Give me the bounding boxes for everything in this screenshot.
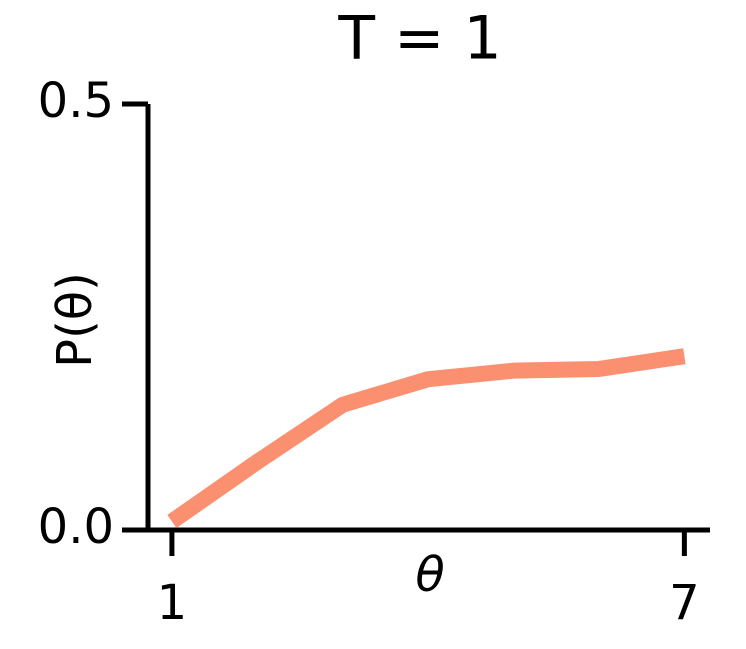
chart-title: T = 1 bbox=[337, 4, 501, 74]
x-tick-label: 7 bbox=[669, 575, 700, 631]
y-tick-label: 0.5 bbox=[38, 73, 114, 129]
data-line bbox=[167, 348, 686, 529]
y-axis-label: P(θ) bbox=[47, 272, 103, 368]
x-axis-label: θ bbox=[415, 547, 444, 603]
x-tick-label: 1 bbox=[157, 575, 188, 631]
y-tick-label: 0.0 bbox=[38, 499, 114, 555]
